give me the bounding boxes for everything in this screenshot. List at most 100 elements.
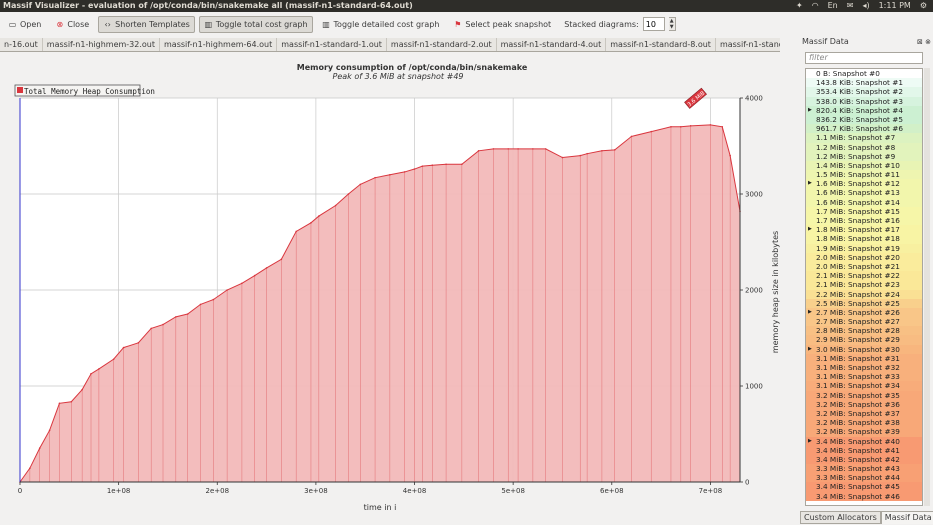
panel-close-icon[interactable]: ⊠ ⊗ [917,38,931,46]
snapshot-list[interactable]: 0 B: Snapshot #0 143.8 KiB: Snapshot #1 35… [805,68,923,506]
snapshot-item[interactable]: 2.7 MiB: Snapshot #27 [806,317,922,327]
wifi-icon[interactable]: ◠ [811,1,819,10]
expand-arrow-icon[interactable]: ▶ [808,308,812,315]
data-point[interactable] [413,168,416,170]
snapshot-item[interactable]: 1.4 MiB: Snapshot #10 [806,160,922,171]
data-point[interactable] [477,150,480,152]
file-tab[interactable]: massif-n1-highmem-64.out [160,38,278,51]
data-point[interactable] [421,165,424,167]
snapshot-item[interactable]: 2.0 MiB: Snapshot #20 [806,252,922,262]
memory-chart[interactable]: Memory consumption of /opt/conda/bin/sna… [0,54,797,519]
expand-arrow-icon[interactable]: ▶ [808,180,812,187]
toggle-detailed-cost-button[interactable]: ▥ Toggle detailed cost graph [317,16,445,33]
snapshot-item[interactable]: ▶ 3.0 MiB: Snapshot #30 [806,344,922,354]
snapshot-item[interactable]: 3.2 MiB: Snapshot #39 [806,427,922,437]
data-point[interactable] [253,274,256,277]
volume-icon[interactable]: ◂) [862,1,870,10]
snapshot-item[interactable]: 2.0 MiB: Snapshot #21 [806,261,922,272]
expand-arrow-icon[interactable]: ▶ [808,437,812,444]
tab-massif-data[interactable]: Massif Data [880,511,933,524]
data-point[interactable] [389,174,391,176]
snapshot-item[interactable]: 538.0 KiB: Snapshot #3 [806,96,922,106]
file-tab[interactable]: massif-n1-standard-4.out [496,38,607,51]
snapshot-item[interactable]: 1.8 MiB: Snapshot #18 [806,234,922,244]
shorten-templates-button[interactable]: ‹› Shorten Templates [98,15,195,33]
data-point[interactable] [150,327,152,330]
data-point[interactable] [265,267,268,269]
data-point[interactable] [613,149,616,151]
snapshot-item[interactable]: 3.1 MiB: Snapshot #33 [806,372,922,382]
data-point[interactable] [445,163,447,166]
data-point[interactable] [517,148,519,150]
data-point[interactable] [709,124,712,126]
snapshot-item[interactable]: 143.8 KiB: Snapshot #1 [806,78,922,88]
data-point[interactable] [680,126,682,128]
data-point[interactable] [112,358,115,360]
data-point[interactable] [81,388,83,391]
snapshot-item[interactable]: 3.2 MiB: Snapshot #37 [806,408,922,419]
dropbox-icon[interactable]: ✦ [795,1,803,10]
snapshot-item[interactable]: 2.8 MiB: Snapshot #28 [806,326,922,336]
snapshot-item[interactable]: 3.2 MiB: Snapshot #35 [806,390,922,400]
data-point[interactable] [38,447,41,449]
keyboard-icon[interactable]: En [827,1,838,10]
data-point[interactable] [650,130,653,133]
data-point[interactable] [175,316,177,318]
data-point[interactable] [461,163,463,166]
data-point[interactable] [212,298,215,301]
settings-gear-icon[interactable]: ⚙ [919,1,927,10]
data-point[interactable] [186,313,189,315]
clock[interactable]: 1:11 PM [878,1,911,10]
snapshot-item[interactable]: 1.6 MiB: Snapshot #13 [806,188,922,198]
data-point[interactable] [630,135,633,138]
file-tab[interactable]: massif-n1-standard-1.out [277,38,387,51]
select-peak-button[interactable]: ⚑ Select peak snapshot [448,16,556,33]
data-point[interactable] [162,323,164,326]
snapshot-item[interactable]: 3.1 MiB: Snapshot #31 [806,353,922,363]
snapshot-item[interactable]: ▶ 1.6 MiB: Snapshot #12 [806,179,922,189]
data-point[interactable] [295,230,297,233]
snapshot-item[interactable]: ▶ 820.4 KiB: Snapshot #4 [806,105,922,115]
data-point[interactable] [48,429,51,432]
data-point[interactable] [122,346,125,349]
file-tab[interactable]: massif-n1-standard-2.out [386,38,497,51]
data-point[interactable] [29,467,31,469]
snapshot-item[interactable]: 3.4 MiB: Snapshot #41 [806,445,922,455]
data-point[interactable] [334,204,337,207]
snapshot-item[interactable]: 2.9 MiB: Snapshot #29 [806,335,922,345]
data-point[interactable] [492,148,495,150]
expand-arrow-icon[interactable]: ▶ [808,226,812,233]
expand-arrow-icon[interactable]: ▶ [808,345,812,352]
file-tab[interactable]: n-16.out [0,38,43,51]
data-point[interactable] [199,303,202,306]
filter-input[interactable]: filter [805,52,923,64]
snapshot-item[interactable]: 3.3 MiB: Snapshot #43 [806,464,922,474]
data-point[interactable] [532,148,534,150]
snapshot-item[interactable]: 1.7 MiB: Snapshot #15 [806,206,922,216]
data-point[interactable] [318,215,320,217]
data-point[interactable] [58,402,61,405]
snapshot-item[interactable]: 0 B: Snapshot #0 [806,69,922,79]
data-point[interactable] [226,289,228,291]
snapshot-item[interactable]: 2.1 MiB: Snapshot #23 [806,280,922,290]
snapshot-item[interactable]: 1.9 MiB: Snapshot #19 [806,243,922,253]
snapshot-item[interactable]: 836.2 KiB: Snapshot #5 [806,114,922,125]
data-point[interactable] [90,373,92,375]
data-point[interactable] [721,126,724,128]
data-point[interactable] [403,171,406,173]
file-tab[interactable]: massif-n1-standard-8.out [606,38,716,51]
data-point[interactable] [544,148,547,150]
expand-arrow-icon[interactable]: ▶ [808,106,812,113]
data-point[interactable] [98,368,100,370]
snapshot-list-scrollbar[interactable] [924,68,930,506]
data-point[interactable] [586,152,588,155]
snapshot-item[interactable]: ▶ 2.7 MiB: Snapshot #26 [806,307,922,318]
open-button[interactable]: ▭ Open [3,16,46,33]
data-point[interactable] [137,342,140,344]
data-point[interactable] [431,164,434,166]
snapshot-item[interactable]: 3.1 MiB: Snapshot #32 [806,363,922,373]
data-point[interactable] [507,148,510,150]
snapshot-item[interactable]: 1.2 MiB: Snapshot #8 [806,142,922,152]
data-point[interactable] [579,154,582,157]
snapshot-item[interactable]: 1.6 MiB: Snapshot #14 [806,197,922,207]
